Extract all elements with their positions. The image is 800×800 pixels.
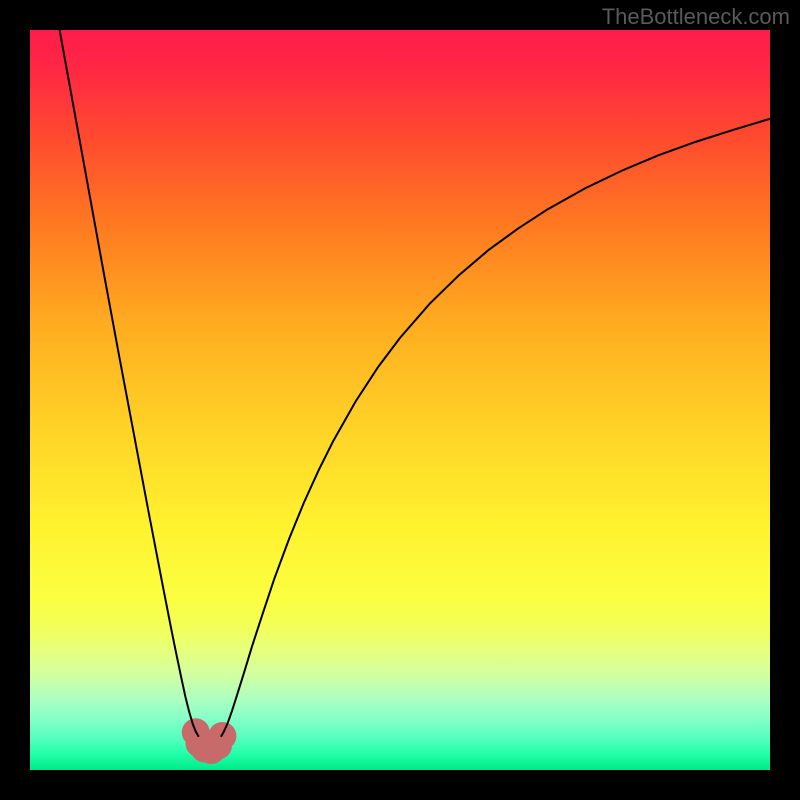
chart-container: TheBottleneck.com bbox=[0, 0, 800, 800]
plot-background bbox=[30, 30, 770, 770]
plot-area bbox=[30, 30, 770, 770]
chart-svg bbox=[30, 30, 770, 770]
watermark-text: TheBottleneck.com bbox=[602, 4, 790, 30]
